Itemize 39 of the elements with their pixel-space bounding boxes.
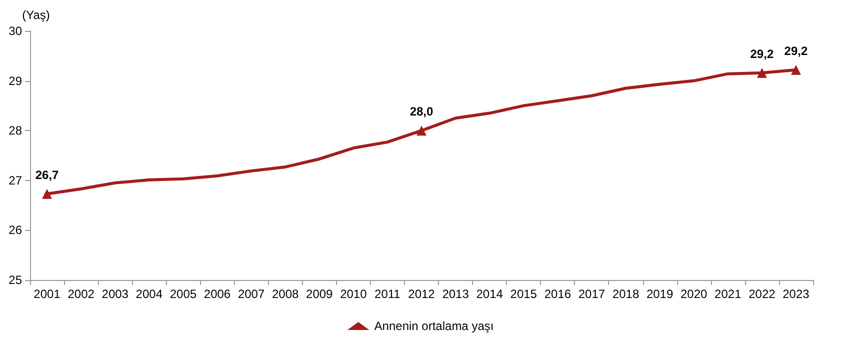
data-label: 26,7: [35, 168, 60, 182]
point: [756, 68, 767, 78]
y-tick-label: 30: [8, 24, 22, 38]
x-tick-label: 2005: [170, 287, 197, 301]
x-tick-label: 2017: [578, 287, 606, 301]
x-tick-label: 2022: [748, 287, 776, 301]
y-tick-label: 28: [8, 124, 22, 138]
x-tick-label: 2019: [646, 287, 674, 301]
data-label: 29,2: [750, 46, 774, 61]
x-tick-label: 2013: [442, 287, 470, 301]
y-axis-title: (Yaş): [22, 8, 50, 22]
y-tick-label: 26: [8, 223, 22, 238]
y-tick-label: 25: [8, 273, 22, 287]
y-tick-label: 27: [8, 173, 22, 188]
x-tick-label: 2003: [102, 287, 129, 301]
x-tick-label: 2023: [782, 287, 810, 301]
x-tick-label: 2008: [272, 287, 299, 301]
x-tick-label: 2006: [204, 287, 231, 301]
x-tick-label: 2010: [340, 287, 368, 301]
legend-label: Annenin ortalama yaşı: [374, 319, 494, 333]
x-tick-label: 2020: [680, 287, 708, 301]
data-label: 29,2: [784, 44, 808, 58]
x-tick-label: 2014: [476, 287, 504, 301]
x-tick-label: 2007: [238, 287, 265, 301]
x-tick-label: 2012: [408, 287, 436, 301]
y-tick-label: 29: [8, 74, 22, 88]
point: [42, 188, 52, 199]
x-tick-label: 2016: [544, 287, 572, 301]
point: [790, 64, 801, 75]
x-tick-label: 2018: [612, 287, 640, 301]
x-tick-label: 2002: [68, 287, 95, 301]
x-tick-label: 2015: [510, 287, 538, 301]
x-tick-label: 2004: [136, 287, 163, 301]
point: [416, 126, 426, 136]
x-tick-label: 2001: [34, 287, 61, 301]
x-tick-label: 2021: [714, 287, 742, 301]
x-tick-label: 2009: [306, 287, 334, 301]
data-label: 28,0: [410, 104, 434, 119]
x-tick-label: 2011: [374, 287, 401, 301]
